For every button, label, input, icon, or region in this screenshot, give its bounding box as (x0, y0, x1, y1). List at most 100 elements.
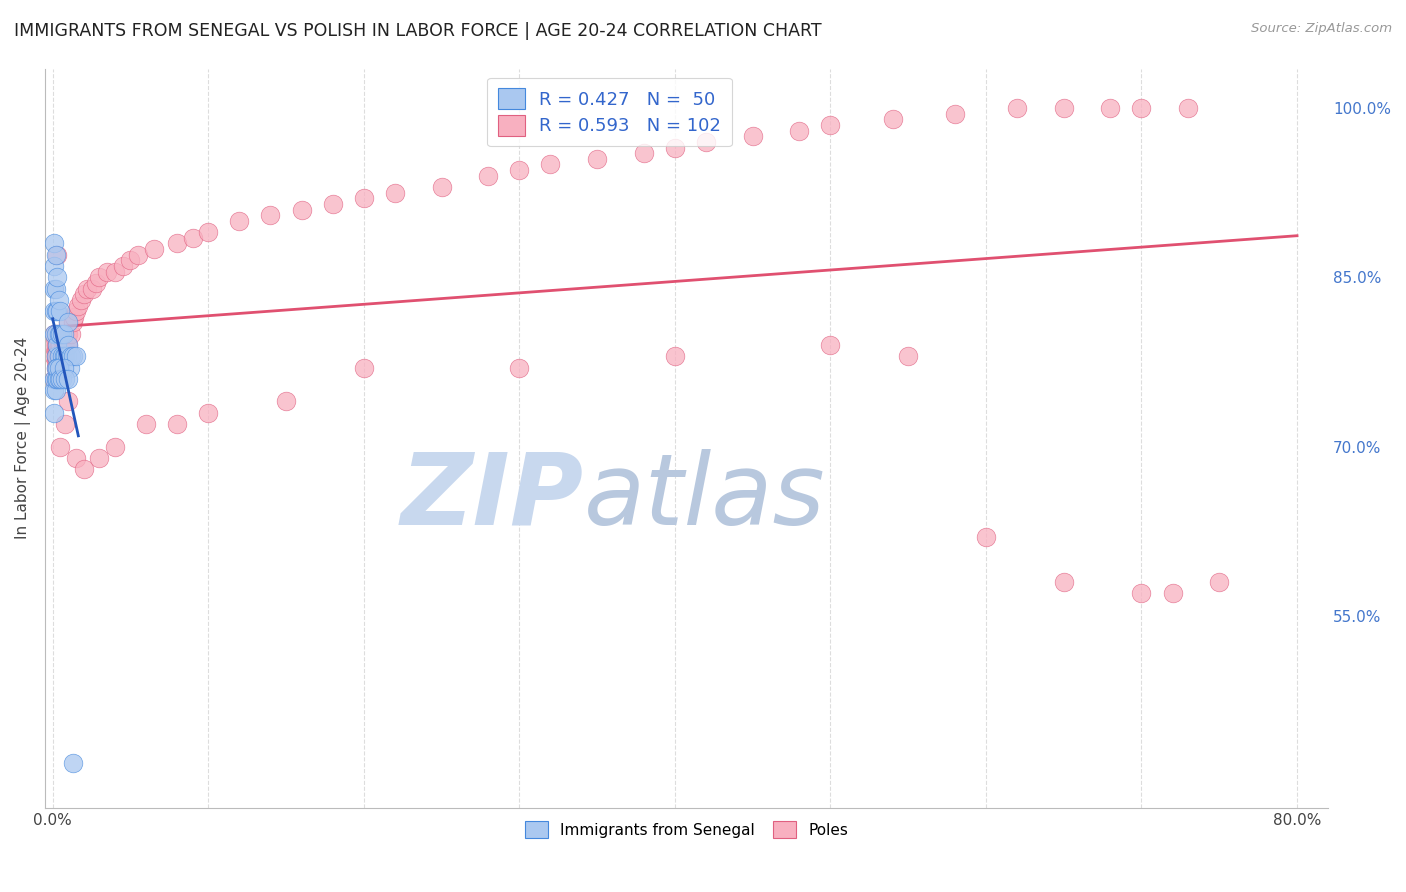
Point (46, 270, 69, 285)
Point (48, 293, 70, 307)
Point (44, 372, 66, 386)
Point (73, 462, 96, 476)
Point (63, 310, 86, 324)
Point (45, 383, 67, 397)
Point (259, 208, 281, 222)
Point (58, 338, 80, 352)
Point (46, 372, 69, 386)
Point (104, 440, 127, 454)
Point (55, 326, 77, 341)
Point (89, 270, 111, 285)
Point (508, 360, 530, 375)
Point (55, 338, 77, 352)
Point (44, 304, 66, 318)
Point (538, 157, 561, 171)
Point (53, 417, 76, 431)
Point (45, 282, 67, 296)
Point (46, 360, 69, 375)
Point (52, 343, 75, 358)
Point (80, 282, 103, 296)
Point (1161, 586, 1184, 600)
Point (52, 332, 75, 346)
Point (49, 349, 72, 363)
Point (45, 338, 67, 352)
Point (51, 343, 73, 358)
Point (52, 349, 75, 363)
Point (62, 349, 84, 363)
Point (142, 242, 165, 256)
Point (46, 248, 69, 262)
Point (44, 326, 66, 341)
Point (120, 253, 142, 268)
Point (46, 338, 69, 352)
Point (477, 169, 499, 183)
Point (166, 236, 188, 251)
Point (46, 304, 69, 318)
Point (62, 315, 84, 329)
Point (49, 360, 72, 375)
Point (508, 163, 530, 178)
Point (45, 248, 67, 262)
Point (48, 349, 70, 363)
Point (53, 343, 76, 358)
Text: IMMIGRANTS FROM SENEGAL VS POLISH IN LABOR FORCE | AGE 20-24 CORRELATION CHART: IMMIGRANTS FROM SENEGAL VS POLISH IN LAB… (14, 22, 821, 40)
Point (49, 326, 72, 341)
Point (65, 450, 87, 465)
Point (1130, 101, 1153, 115)
Point (51, 372, 73, 386)
Point (1099, 101, 1122, 115)
Point (46, 338, 69, 352)
Point (52, 360, 75, 375)
Point (48, 326, 70, 341)
Point (787, 123, 810, 137)
Point (897, 349, 920, 363)
Point (741, 129, 763, 144)
Point (166, 417, 188, 431)
Point (46, 355, 69, 369)
Point (49, 440, 72, 454)
Point (228, 214, 250, 228)
Point (48, 338, 70, 352)
Point (290, 202, 312, 217)
Point (44, 349, 66, 363)
Point (52, 326, 75, 341)
Point (45, 360, 67, 375)
Point (1208, 574, 1230, 589)
Point (974, 530, 997, 544)
Point (52, 326, 75, 341)
Point (69, 293, 91, 307)
Point (48, 343, 70, 358)
Point (59, 360, 82, 375)
Point (60, 349, 83, 363)
Point (53, 372, 76, 386)
Point (73, 287, 96, 301)
Point (58, 338, 80, 352)
Point (1053, 101, 1076, 115)
Point (135, 417, 157, 431)
Legend: Immigrants from Senegal, Poles: Immigrants from Senegal, Poles (519, 814, 855, 845)
Point (430, 180, 453, 194)
Point (76, 282, 98, 296)
Point (45, 304, 67, 318)
Point (197, 225, 219, 239)
Point (1053, 574, 1076, 589)
Point (48, 372, 70, 386)
Point (1130, 586, 1153, 600)
Point (65, 304, 87, 318)
Text: ZIP: ZIP (401, 449, 583, 546)
Point (45, 326, 67, 341)
Point (181, 231, 204, 245)
Point (943, 106, 966, 120)
Point (274, 394, 297, 409)
Point (882, 112, 904, 127)
Point (44, 406, 66, 420)
Point (197, 406, 219, 420)
Point (353, 191, 375, 205)
Point (384, 186, 406, 200)
Point (53, 349, 76, 363)
Point (51, 326, 73, 341)
Text: atlas: atlas (583, 449, 825, 546)
Point (44, 282, 66, 296)
Point (48, 360, 70, 375)
Point (44, 338, 66, 352)
